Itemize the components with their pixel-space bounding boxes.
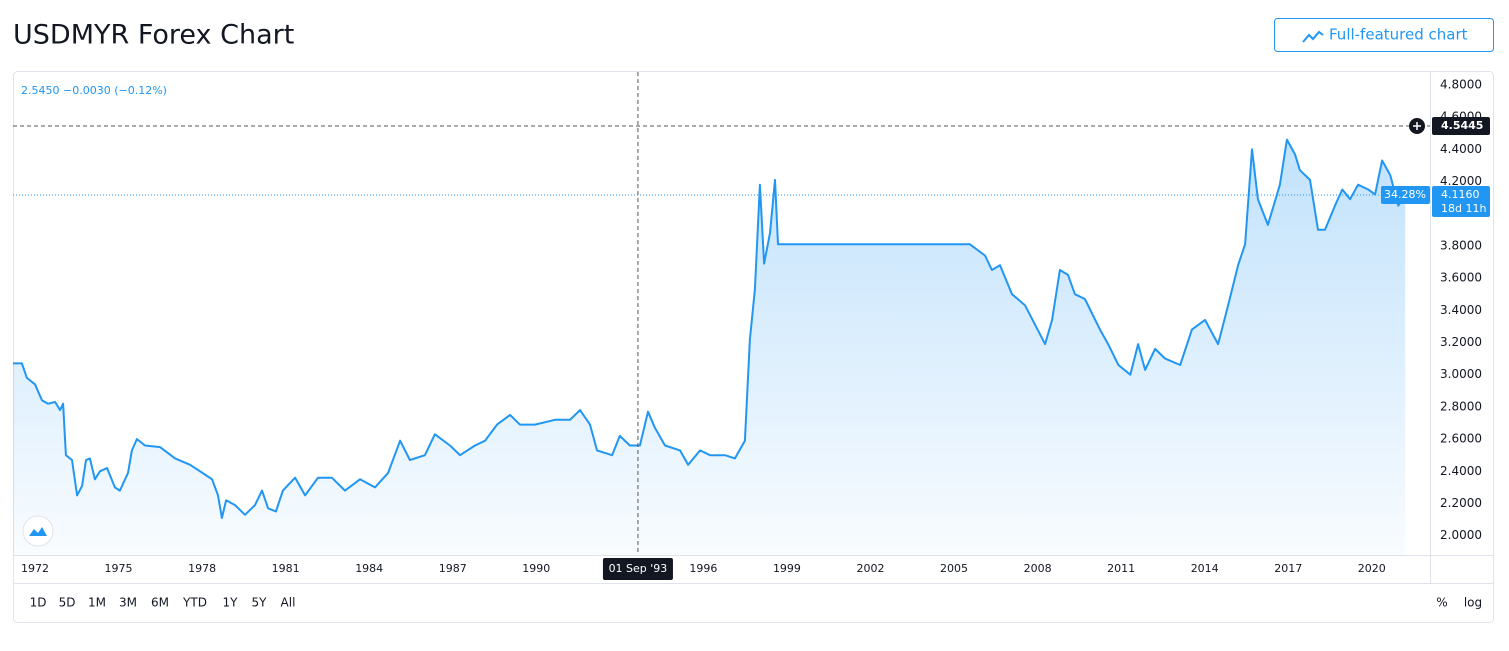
x-tick-label: 2014 xyxy=(1191,562,1219,575)
range-button[interactable]: All xyxy=(281,596,296,610)
y-tick-label: 3.8000 xyxy=(1440,238,1482,252)
y-tick-label: 3.4000 xyxy=(1440,303,1482,317)
button-frame[interactable] xyxy=(1274,18,1494,52)
x-tick-label: 1987 xyxy=(439,562,467,575)
chart-frame xyxy=(13,71,1494,623)
crosshair-price-label: 4.5445 xyxy=(1441,119,1483,132)
last-price-label: 4.1160 xyxy=(1441,188,1480,201)
y-tick-label: 2.8000 xyxy=(1440,399,1482,413)
y-tick-label: 4.2000 xyxy=(1440,174,1482,188)
x-tick-label: 1975 xyxy=(105,562,133,575)
y-tick-label: 3.0000 xyxy=(1440,367,1482,381)
change-label: 34.28% xyxy=(1384,188,1426,201)
button-label[interactable]: Full-featured chart xyxy=(1329,26,1468,44)
x-tick-label: 1999 xyxy=(773,562,801,575)
x-tick-label: 1972 xyxy=(21,562,49,575)
x-tick-label: 2008 xyxy=(1024,562,1052,575)
y-tick-label: 2.0000 xyxy=(1440,528,1482,542)
price-line xyxy=(13,138,1407,519)
x-tick-label: 1981 xyxy=(272,562,300,575)
y-tick-label: 3.2000 xyxy=(1440,335,1482,349)
countdown: 18d 11h xyxy=(1441,202,1486,215)
range-button[interactable]: 1Y xyxy=(223,596,239,610)
logo xyxy=(22,515,54,547)
legend: 2.5450 −0.0030 (−0.12%) xyxy=(21,84,167,97)
last-price-box xyxy=(1432,186,1490,218)
y-tick-label: 2.6000 xyxy=(1440,432,1482,446)
crosshair-date-label: 01 Sep '93 xyxy=(609,562,668,575)
y-tick-label: 2.2000 xyxy=(1440,496,1482,510)
x-tick-label: 2005 xyxy=(940,562,968,575)
plot xyxy=(13,72,1430,555)
scale-button[interactable]: log xyxy=(1464,596,1482,610)
x-tick-label: 2002 xyxy=(856,562,884,575)
y-tick-label: 3.6000 xyxy=(1440,271,1482,285)
range-button[interactable]: 1M xyxy=(88,596,106,610)
toolbar: 1D 5D 1M 3M 6M YTD 1Y 5Y All% log xyxy=(30,596,1483,610)
range-button[interactable]: 1D xyxy=(30,596,47,610)
change-box xyxy=(1381,186,1430,205)
x-tick-label: 1990 xyxy=(522,562,550,575)
range-button[interactable]: YTD xyxy=(182,596,207,610)
range-button[interactable]: 5Y xyxy=(252,596,268,610)
y-tick-label: 4.4000 xyxy=(1440,142,1482,156)
x-tick-label: 1978 xyxy=(188,562,216,575)
full-chart-button[interactable]: Full-featured chart xyxy=(1274,18,1494,52)
area-fill xyxy=(13,139,1406,555)
crosshair-price-box xyxy=(1432,117,1490,136)
y-tick-label: 2.4000 xyxy=(1440,464,1482,478)
x-tick-label: 1984 xyxy=(355,562,383,575)
button-icon[interactable] xyxy=(1302,30,1324,43)
crosshair-date-box xyxy=(602,558,673,580)
page-title: USDMYR Forex Chart xyxy=(13,20,294,51)
range-button[interactable]: 5D xyxy=(59,596,76,610)
x-tick-label: 2020 xyxy=(1358,562,1386,575)
x-tick-label: 2017 xyxy=(1274,562,1302,575)
y-tick-label: 4.8000 xyxy=(1440,77,1482,91)
scale-button[interactable]: % xyxy=(1436,596,1447,610)
x-tick-label: 2011 xyxy=(1107,562,1135,575)
x-tick-label: 1996 xyxy=(689,562,717,575)
logo-mark xyxy=(29,527,47,536)
logo-circle xyxy=(22,515,54,547)
range-button[interactable]: 3M xyxy=(119,596,137,610)
crosshair-plus-icon[interactable] xyxy=(1413,122,1421,131)
range-button[interactable]: 6M xyxy=(151,596,169,610)
